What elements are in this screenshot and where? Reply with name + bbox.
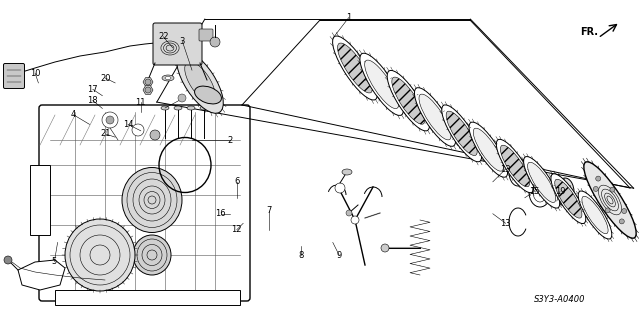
Ellipse shape (524, 157, 560, 208)
Text: 10: 10 (30, 69, 40, 78)
Text: 12: 12 (232, 225, 242, 234)
Ellipse shape (500, 145, 529, 187)
Ellipse shape (392, 77, 425, 124)
FancyBboxPatch shape (153, 23, 202, 65)
Ellipse shape (584, 162, 636, 238)
Ellipse shape (415, 88, 456, 146)
Ellipse shape (360, 53, 403, 115)
Ellipse shape (161, 106, 169, 110)
Ellipse shape (474, 128, 504, 171)
Circle shape (605, 208, 610, 213)
Ellipse shape (195, 86, 221, 104)
Ellipse shape (65, 219, 135, 291)
Circle shape (102, 112, 118, 128)
Text: 17: 17 (88, 85, 98, 94)
Ellipse shape (365, 60, 399, 108)
Circle shape (145, 79, 151, 85)
Circle shape (596, 176, 601, 181)
FancyBboxPatch shape (199, 29, 213, 41)
Circle shape (210, 37, 220, 47)
Ellipse shape (342, 169, 352, 175)
Polygon shape (18, 260, 65, 290)
Text: 5: 5 (52, 257, 57, 266)
Ellipse shape (333, 36, 378, 100)
Ellipse shape (578, 191, 612, 239)
Text: 15: 15 (529, 187, 540, 196)
Circle shape (145, 87, 151, 93)
Circle shape (621, 209, 627, 213)
Text: 18: 18 (88, 96, 98, 105)
Ellipse shape (337, 43, 372, 93)
FancyBboxPatch shape (3, 63, 24, 88)
Text: 14: 14 (123, 120, 133, 129)
Circle shape (132, 124, 144, 136)
Text: 6: 6 (234, 177, 239, 186)
Text: 7: 7 (266, 206, 271, 215)
Circle shape (620, 219, 624, 224)
Ellipse shape (162, 75, 174, 81)
Text: 13: 13 (500, 219, 511, 228)
Ellipse shape (497, 139, 534, 193)
Ellipse shape (556, 178, 574, 206)
Ellipse shape (419, 94, 451, 140)
Text: 11: 11 (136, 98, 146, 107)
Circle shape (178, 94, 186, 102)
Polygon shape (143, 86, 153, 94)
Ellipse shape (560, 184, 570, 200)
Ellipse shape (582, 196, 608, 234)
Circle shape (610, 187, 615, 192)
Ellipse shape (551, 174, 586, 224)
Text: 2: 2 (228, 136, 233, 145)
Text: 19: 19 (555, 187, 565, 196)
FancyBboxPatch shape (39, 105, 250, 301)
Ellipse shape (200, 106, 208, 110)
Ellipse shape (122, 167, 182, 233)
Polygon shape (30, 165, 50, 235)
Ellipse shape (387, 70, 429, 131)
Polygon shape (55, 290, 240, 305)
Text: FR.: FR. (580, 27, 598, 37)
Ellipse shape (174, 106, 182, 110)
Ellipse shape (165, 77, 171, 79)
Circle shape (351, 216, 359, 224)
Circle shape (4, 256, 12, 264)
Text: 16: 16 (216, 209, 226, 218)
Text: 3: 3 (180, 37, 185, 46)
Text: 8: 8 (298, 251, 303, 260)
Ellipse shape (469, 122, 508, 177)
Ellipse shape (446, 111, 477, 156)
Ellipse shape (187, 106, 195, 110)
Ellipse shape (185, 62, 215, 102)
Circle shape (150, 130, 160, 140)
Ellipse shape (555, 179, 582, 218)
Text: 21: 21 (100, 130, 111, 138)
Circle shape (593, 186, 598, 191)
Ellipse shape (133, 235, 171, 275)
Text: 9: 9 (337, 251, 342, 260)
Circle shape (106, 116, 114, 124)
Text: 13: 13 (500, 165, 511, 174)
Ellipse shape (177, 51, 223, 113)
Ellipse shape (527, 162, 556, 203)
Circle shape (346, 210, 352, 216)
Ellipse shape (442, 105, 481, 162)
Text: 4: 4 (71, 110, 76, 119)
Text: 20: 20 (100, 74, 111, 83)
Text: 1: 1 (346, 13, 351, 22)
Circle shape (381, 244, 389, 252)
Text: S3Y3-A0400: S3Y3-A0400 (534, 295, 586, 305)
Circle shape (335, 183, 345, 193)
Polygon shape (143, 78, 153, 86)
Text: 22: 22 (158, 32, 168, 41)
